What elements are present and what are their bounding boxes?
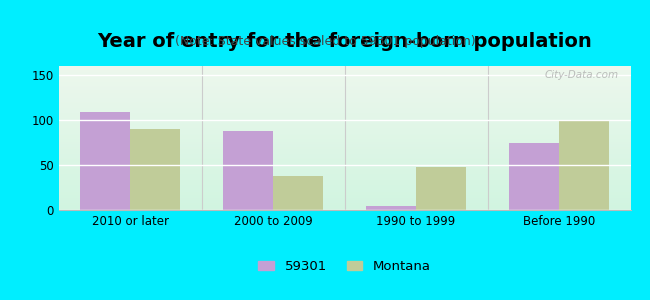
Bar [80, 112, 130, 210]
Bar [223, 131, 273, 210]
Bar [366, 206, 416, 210]
Text: City-Data.com: City-Data.com [545, 70, 619, 80]
Bar [273, 176, 323, 210]
Text: (Note: State values scaled to 59301 population): (Note: State values scaled to 59301 popu… [175, 34, 475, 47]
Bar [130, 129, 180, 210]
Bar [509, 143, 559, 210]
Bar [416, 167, 466, 210]
Legend: 59301, Montana: 59301, Montana [253, 255, 436, 278]
Bar [559, 121, 609, 210]
Title: Year of entry for the foreign-born population: Year of entry for the foreign-born popul… [97, 32, 592, 51]
